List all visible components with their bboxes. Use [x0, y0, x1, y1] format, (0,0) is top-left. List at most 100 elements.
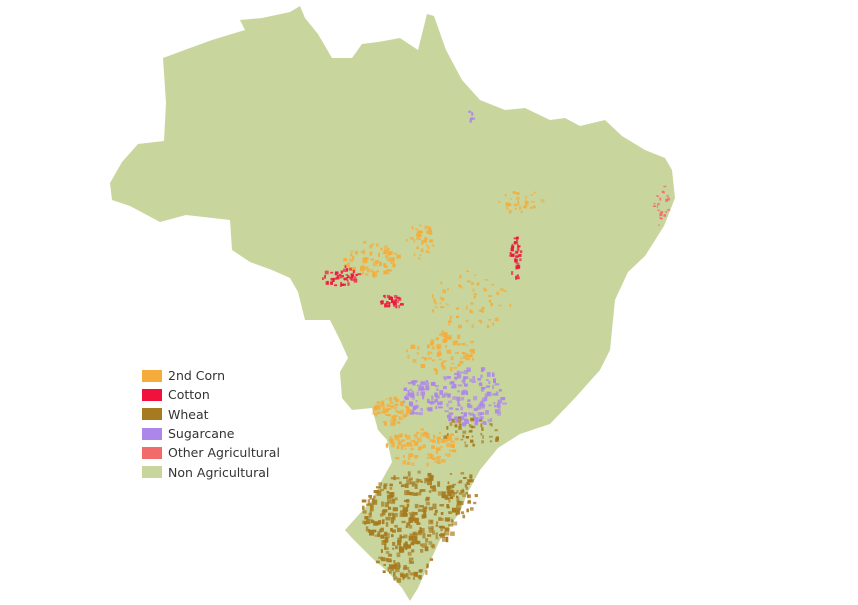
legend-item-other-agricultural: Other Agricultural: [142, 443, 280, 462]
corn-patch: [436, 354, 441, 357]
wheat-patch: [433, 485, 436, 491]
wheat-patch: [389, 564, 394, 569]
cotton-patch: [332, 278, 335, 282]
cotton-patch: [515, 241, 518, 244]
corn-patch: [445, 345, 447, 348]
corn-patch: [428, 228, 432, 232]
cotton-patch: [515, 251, 519, 253]
wheat-patch: [368, 495, 372, 498]
wheat-patch: [443, 435, 448, 439]
corn-patch: [403, 454, 405, 458]
corn-patch: [393, 396, 397, 401]
corn-patch: [458, 324, 462, 329]
corn-patch: [417, 235, 420, 239]
sugar-patch: [437, 401, 442, 406]
corn-patch: [411, 226, 414, 230]
corn-patch: [531, 201, 535, 203]
corn-patch: [413, 238, 416, 243]
wheat-patch: [404, 483, 409, 488]
corn-patch: [375, 243, 379, 247]
sugar-patch: [472, 117, 476, 120]
corn-patch: [410, 440, 413, 445]
cotton-patch: [324, 270, 329, 275]
corn-patch: [465, 319, 469, 323]
wheat-patch: [432, 530, 436, 535]
cotton-patch: [349, 276, 353, 280]
sugar-patch: [461, 380, 464, 383]
wheat-patch: [489, 440, 493, 443]
wheat-patch: [427, 480, 432, 486]
sugar-patch: [463, 412, 467, 417]
wheat-patch: [382, 570, 386, 573]
wheat-patch: [410, 514, 414, 519]
sugar-patch: [501, 397, 506, 401]
cotton-patch: [384, 294, 386, 299]
wheat-patch: [394, 524, 398, 528]
other-patch: [657, 202, 660, 206]
wheat-patch: [435, 537, 439, 540]
corn-patch: [431, 457, 437, 461]
corn-patch: [446, 335, 449, 340]
wheat-patch: [458, 416, 461, 420]
sugar-patch: [436, 388, 439, 391]
wheat-patch: [425, 570, 428, 575]
wheat-patch: [439, 504, 444, 507]
corn-patch: [470, 282, 474, 285]
wheat-patch: [414, 512, 418, 516]
corn-patch: [471, 358, 474, 361]
corn-patch: [513, 203, 518, 207]
sugar-patch: [459, 371, 464, 374]
wheat-patch: [431, 526, 434, 530]
sugar-patch: [414, 404, 419, 407]
corn-patch: [435, 369, 438, 375]
wheat-patch: [380, 513, 384, 517]
wheat-patch: [378, 482, 383, 486]
corn-patch: [446, 438, 449, 441]
corn-patch: [410, 447, 414, 451]
sugar-patch: [488, 380, 491, 385]
cotton-patch: [517, 247, 520, 252]
corn-patch: [394, 403, 399, 407]
corn-patch: [424, 238, 428, 243]
wheat-patch: [448, 497, 451, 503]
corn-patch: [417, 346, 420, 351]
cotton-patch: [330, 277, 334, 281]
wheat-patch: [425, 479, 429, 482]
wheat-patch: [362, 520, 367, 525]
corn-patch: [437, 440, 440, 444]
sugar-patch: [454, 420, 457, 424]
corn-patch: [400, 417, 404, 420]
wheat-patch: [373, 495, 376, 499]
sugar-patch: [487, 419, 491, 423]
wheat-patch: [380, 534, 385, 539]
wheat-patch: [432, 503, 437, 509]
wheat-patch: [398, 564, 401, 568]
corn-patch: [469, 355, 472, 357]
wheat-patch: [388, 553, 393, 557]
wheat-patch: [406, 479, 412, 485]
corn-patch: [413, 441, 419, 446]
other-patch: [666, 194, 669, 198]
corn-patch: [409, 236, 414, 240]
cotton-patch: [336, 277, 340, 280]
other-patch: [656, 195, 659, 197]
sugar-patch: [434, 385, 439, 388]
sugar-patch: [422, 394, 425, 400]
wheat-patch: [410, 561, 414, 564]
corn-patch: [439, 333, 442, 336]
wheat-patch: [366, 518, 371, 524]
corn-patch: [424, 225, 429, 230]
corn-patch: [490, 302, 494, 307]
corn-patch: [517, 202, 520, 206]
wheat-patch: [373, 499, 378, 505]
cotton-patch: [340, 281, 342, 284]
corn-patch: [401, 439, 405, 442]
legend-swatch-other-agricultural: [142, 446, 162, 459]
other-patch: [659, 197, 662, 201]
corn-patch: [390, 259, 395, 264]
sugar-patch: [457, 400, 460, 404]
corn-patch: [349, 258, 352, 262]
wheat-patch: [413, 533, 418, 539]
wheat-patch: [481, 440, 484, 444]
corn-patch: [419, 224, 422, 227]
